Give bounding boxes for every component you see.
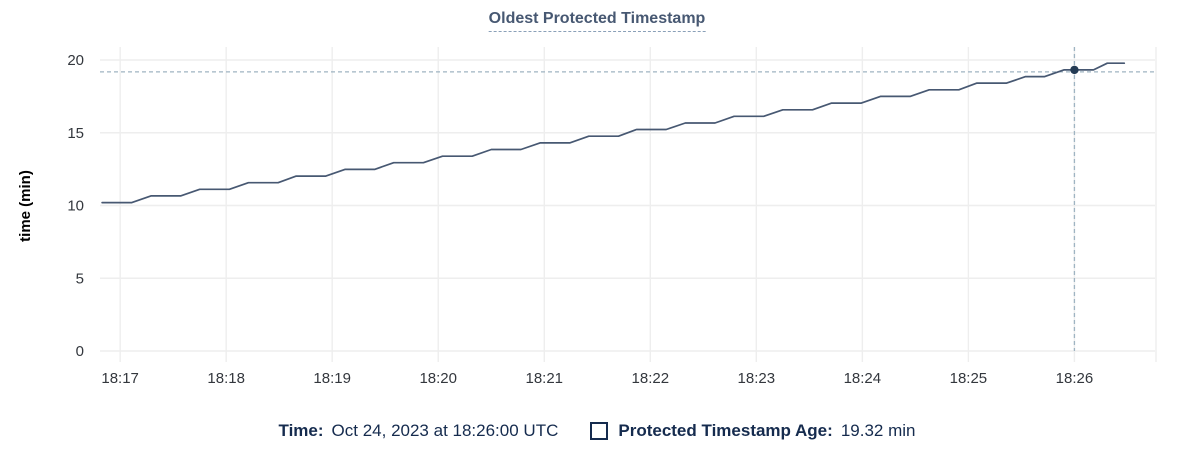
x-axis-tick-label: 18:25 [950,370,988,387]
y-axis-tick-label: 0 [76,343,84,360]
x-axis-tick-label: 18:23 [738,370,776,387]
series-line-protected-timestamp-age [101,62,1126,204]
legend-series-label: Protected Timestamp Age: [618,421,833,440]
y-axis-title: time (min) [17,170,34,242]
x-axis-tick-label: 18:17 [101,370,139,387]
x-axis-tick-label: 18:21 [525,370,563,387]
legend-time: Time: Oct 24, 2023 at 18:26:00 UTC [279,421,559,441]
x-axis-tick-label: 18:22 [632,370,670,387]
legend-time-value: Oct 24, 2023 at 18:26:00 UTC [331,421,559,440]
x-axis-tick-label: 18:20 [419,370,457,387]
y-axis-tick-label: 15 [67,125,84,142]
legend-time-label: Time: [278,421,324,440]
x-axis-tick-label: 18:19 [313,370,351,387]
y-axis-tick-label: 20 [67,52,84,69]
x-axis-tick-label: 18:24 [844,370,882,387]
x-axis-tick-label: 18:18 [207,370,245,387]
plot-area[interactable]: 0 5 10 15 20 18:17 18:18 18:19 18:20 18:21 18:22 18… [0,0,1194,400]
x-axis-tick-label: 18:26 [1056,370,1094,387]
legend-series-checkbox[interactable] [590,422,609,440]
chart-title[interactable]: Oldest Protected Timestamp [488,10,706,32]
chart-legend: Time: Oct 24, 2023 at 18:26:00 UTC Prote… [0,421,1194,441]
legend-series-value: 19.32 min [840,421,916,440]
legend-series[interactable]: Protected Timestamp Age: 19.32 min [590,421,915,441]
y-axis-tick-label: 5 [76,270,84,287]
hovered-data-point [1070,65,1079,75]
y-axis-tick-label: 10 [67,198,84,215]
